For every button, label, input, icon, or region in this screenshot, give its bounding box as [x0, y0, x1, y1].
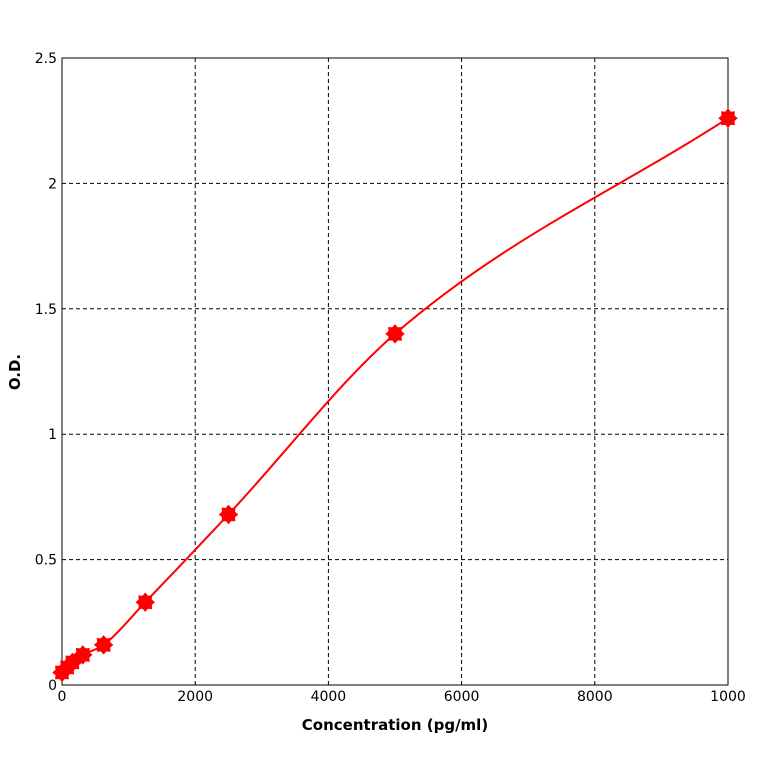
fitted-curve-line: [61, 117, 729, 674]
y-tick-label: 2: [48, 176, 57, 192]
plot-frame: [61, 57, 729, 686]
x-tick-label: 1000: [710, 689, 746, 705]
y-axis-title: O.D.: [6, 354, 24, 390]
data-point: [135, 592, 156, 613]
y-tick-label: 1: [48, 427, 57, 443]
x-tick-label: 4000: [311, 689, 347, 705]
x-tick-label: 2000: [177, 689, 213, 705]
x-tick-label: 0: [58, 689, 67, 705]
x-axis-title: Concentration (pg/ml): [302, 716, 488, 734]
data-point: [385, 324, 405, 344]
data-point: [93, 635, 114, 655]
x-tick-label: 8000: [577, 689, 613, 705]
y-tick-label: 0.5: [35, 553, 57, 569]
grid-lines: [62, 58, 728, 685]
y-tick-label: 2.5: [35, 51, 57, 67]
data-point: [218, 504, 239, 525]
x-tick-label: 6000: [444, 689, 480, 705]
y-tick-label: 1.5: [35, 302, 57, 318]
y-tick-label: 0: [48, 678, 57, 694]
data-point: [718, 108, 738, 128]
data-point: [72, 645, 93, 665]
data-points: [52, 108, 738, 683]
